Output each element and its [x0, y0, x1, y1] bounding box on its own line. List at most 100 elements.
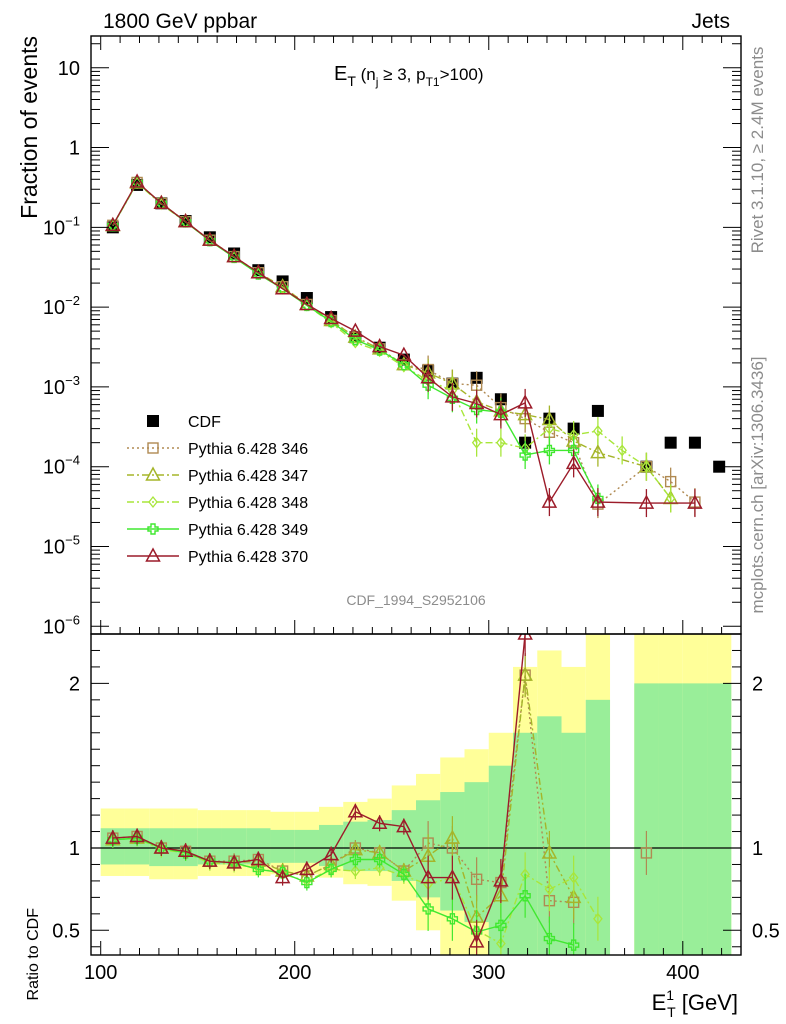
- data-point: [177, 213, 194, 228]
- data-point: [468, 394, 485, 410]
- legend-marker: [147, 415, 159, 427]
- data-point: [444, 388, 461, 403]
- x-axis-title-sub: T: [667, 1004, 676, 1020]
- data-point: [591, 404, 604, 417]
- data-point: [617, 444, 627, 457]
- y-tick-exp: −2: [65, 293, 80, 308]
- ratio-y-tick-label-right: 2: [752, 673, 763, 695]
- y-tick-base: 10: [43, 536, 65, 558]
- ratio-point: [422, 903, 434, 915]
- ratio-point: [640, 847, 653, 859]
- y-tick-label: 10: [58, 58, 80, 80]
- series-5-ratio: [105, 634, 533, 955]
- ratio-plot-frame: [90, 633, 742, 956]
- data-point: [252, 268, 265, 280]
- data-point: [471, 436, 482, 449]
- legend-label: CDF: [188, 414, 221, 431]
- data-point: [301, 299, 313, 312]
- ratio-band-green: [270, 829, 295, 863]
- ratio-band-green: [658, 683, 683, 955]
- ratio-point: [565, 888, 582, 904]
- data-point: [396, 346, 412, 361]
- legend-label: Pythia 6.428 370: [188, 549, 308, 566]
- ratio-point: [299, 860, 315, 876]
- plot-title-paren: (n: [356, 65, 376, 84]
- ratio-point: [276, 866, 289, 879]
- data-point: [371, 338, 388, 353]
- data-point: [153, 194, 170, 210]
- ratio-point: [301, 876, 313, 889]
- legend-entry: Pythia 6.428 346: [127, 441, 308, 458]
- ratio-point: [541, 844, 558, 859]
- ratio-point: [129, 827, 145, 843]
- data-point: [299, 295, 315, 311]
- data-point: [664, 436, 677, 449]
- ratio-plot-series: [105, 634, 653, 955]
- plot-title-geq: ≥ 3, p: [378, 65, 425, 84]
- x-axis-title: E1 T [GeV]: [652, 987, 738, 1020]
- data-point: [105, 216, 121, 232]
- data-point: [590, 444, 606, 459]
- ratio-point: [398, 868, 410, 881]
- data-point: [349, 334, 362, 346]
- plot-title: ET (nj ≥ 3, pT1>100): [334, 63, 484, 89]
- plot-title-sub-t: T: [347, 73, 356, 89]
- ratio-y-tick-label: 2: [69, 673, 80, 695]
- ratio-point: [347, 803, 364, 818]
- y-tick-base: 10: [43, 377, 65, 399]
- data-point: [228, 251, 240, 264]
- y-tick-base: 10: [43, 297, 65, 319]
- ratio-point: [371, 814, 388, 830]
- ratio-point: [373, 853, 386, 866]
- ratio-point: [446, 913, 459, 925]
- ratio-point: [323, 846, 339, 861]
- ratio-point: [517, 634, 533, 640]
- side-label-bottom: mcplots.cern.ch [arXiv:1306.3436]: [748, 356, 767, 613]
- y-tick-label: 10−4: [43, 453, 80, 479]
- plot-title-main: E: [334, 63, 347, 85]
- ratio-point: [177, 842, 194, 858]
- ratio-band-green: [634, 683, 659, 955]
- data-point: [713, 460, 726, 473]
- y-axis-title-top: Fraction of events: [16, 36, 42, 219]
- legend-entry: Pythia 6.428 349: [127, 522, 308, 539]
- data-point: [420, 369, 436, 384]
- ratio-point: [226, 854, 242, 869]
- ratio-uncertainty-bands: [100, 634, 732, 955]
- side-label-top: Rivet 3.1.10, ≥ 2.4M events: [748, 47, 767, 254]
- y-tick-label: 10−1: [43, 213, 80, 239]
- ratio-point: [444, 869, 461, 884]
- y-tick-label: 1: [69, 138, 80, 160]
- data-point: [544, 422, 555, 435]
- legend-marker: [147, 523, 159, 535]
- ratio-point: [153, 839, 170, 854]
- ratio-y-tick-label-right: 1: [752, 838, 763, 860]
- y-tick-label: 10−2: [43, 293, 80, 319]
- data-point: [250, 264, 267, 279]
- legend-label: Pythia 6.428 349: [188, 522, 308, 539]
- header-right-text: Jets: [691, 10, 730, 33]
- ratio-point: [495, 919, 507, 932]
- legend-entry: Pythia 6.428 370: [127, 547, 308, 566]
- x-axis-title-unit: [GeV]: [676, 990, 738, 1015]
- data-point: [493, 405, 509, 421]
- data-point: [543, 444, 556, 457]
- ratio-point: [105, 829, 121, 844]
- x-axis-title-main: E: [652, 990, 667, 1015]
- legend-label: Pythia 6.428 346: [188, 441, 308, 458]
- y-tick-label: 10−3: [43, 373, 80, 399]
- ratio-y-tick-label: 1: [69, 838, 80, 860]
- data-point: [517, 394, 533, 409]
- legend-marker: [145, 547, 161, 562]
- legend-entry: Pythia 6.428 347: [127, 466, 308, 485]
- data-point: [567, 444, 580, 457]
- ratio-point: [325, 863, 337, 876]
- data-point: [688, 436, 701, 449]
- y-tick-label: 10−6: [43, 612, 80, 638]
- ratio-point: [568, 871, 579, 884]
- ratio-point: [567, 939, 580, 951]
- ratio-point: [350, 865, 361, 878]
- data-point: [129, 173, 145, 188]
- data-point: [446, 392, 459, 404]
